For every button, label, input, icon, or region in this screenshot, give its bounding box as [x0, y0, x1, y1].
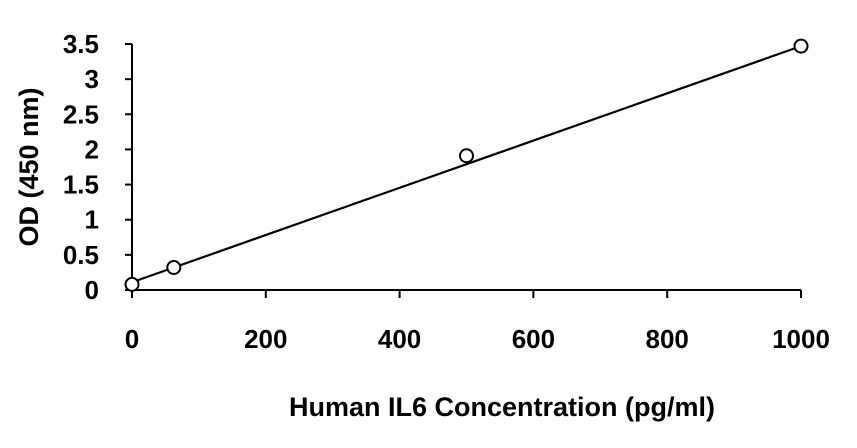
- data-points: [124, 38, 809, 292]
- y-tick-label: 2.5: [63, 99, 99, 129]
- x-tick-label: 1000: [772, 324, 830, 354]
- y-tick-label: 1.5: [63, 170, 99, 200]
- data-point: [793, 38, 809, 54]
- y-tick-label: 2: [85, 134, 99, 164]
- trendline-group: [131, 45, 802, 284]
- y-tick-label: 0: [85, 275, 99, 305]
- data-point: [166, 260, 182, 276]
- y-tick-label: 3: [85, 64, 99, 94]
- x-tick-label: 800: [646, 324, 689, 354]
- y-tick-label: 3.5: [63, 29, 99, 59]
- x-tick-label: 400: [378, 324, 421, 354]
- x-tick-label: 0: [125, 324, 139, 354]
- y-axis-ticks: 0 0.5 1 1.5 2 2.5 3 3.5: [63, 29, 132, 305]
- x-axis-title: Human IL6 Concentration (pg/ml): [289, 392, 715, 422]
- trendline: [131, 45, 802, 284]
- axes: [131, 44, 801, 291]
- data-point: [459, 148, 474, 164]
- x-tick-label: 600: [512, 324, 555, 354]
- data-point: [124, 276, 140, 292]
- x-tick-label: 200: [244, 324, 287, 354]
- x-axis-ticks: 0 200 400 600 800 1000: [125, 290, 830, 354]
- y-tick-label: 0.5: [63, 240, 99, 270]
- y-axis-title: OD (450 nm): [14, 87, 44, 246]
- y-tick-label: 1: [85, 205, 99, 235]
